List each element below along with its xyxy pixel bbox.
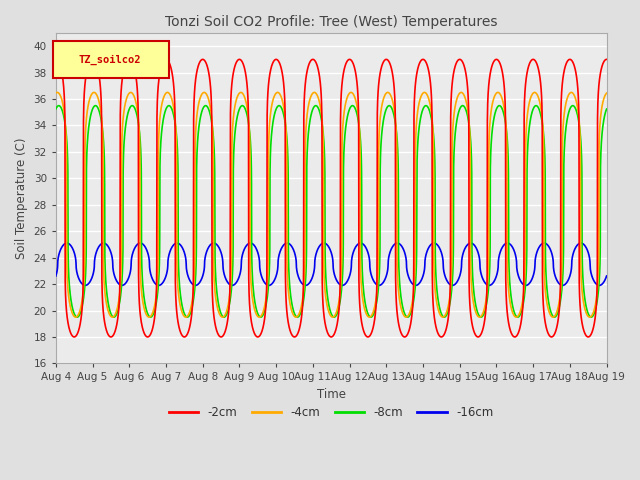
Title: Tonzi Soil CO2 Profile: Tree (West) Temperatures: Tonzi Soil CO2 Profile: Tree (West) Temp… — [165, 15, 497, 29]
X-axis label: Time: Time — [317, 388, 346, 401]
Y-axis label: Soil Temperature (C): Soil Temperature (C) — [15, 137, 28, 259]
Text: TZ_soilco2: TZ_soilco2 — [78, 54, 141, 64]
Legend: -2cm, -4cm, -8cm, -16cm: -2cm, -4cm, -8cm, -16cm — [164, 401, 499, 423]
FancyBboxPatch shape — [53, 41, 169, 78]
